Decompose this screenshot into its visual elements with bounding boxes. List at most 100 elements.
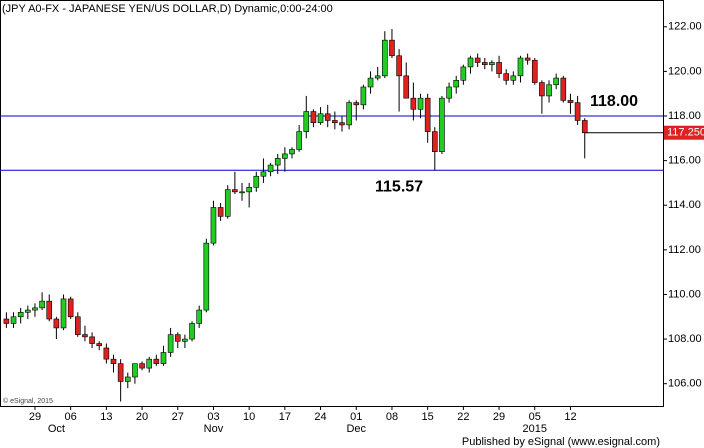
candle-body bbox=[446, 86, 452, 99]
candle-body bbox=[25, 309, 31, 313]
candle-body bbox=[274, 158, 281, 166]
candle-body bbox=[246, 187, 252, 193]
x-tick-label: 10 bbox=[243, 411, 255, 423]
candle-body bbox=[310, 111, 317, 123]
last-price-label: 117.250 bbox=[667, 127, 704, 139]
candle-body bbox=[139, 363, 145, 369]
candle-body bbox=[282, 153, 288, 159]
candle-body bbox=[267, 164, 274, 173]
candle-body bbox=[182, 338, 188, 342]
level-label: 115.57 bbox=[375, 178, 423, 195]
candle-body bbox=[346, 102, 352, 126]
candle-body bbox=[296, 131, 302, 150]
month-label: Oct bbox=[48, 423, 65, 435]
candle-body bbox=[46, 300, 53, 320]
candle-body bbox=[239, 191, 245, 194]
candle-body bbox=[317, 113, 324, 123]
x-tick-label: 27 bbox=[172, 411, 184, 423]
candle-body bbox=[539, 82, 545, 97]
y-tick-label: 122.00 bbox=[668, 21, 702, 33]
last-price-box bbox=[664, 125, 704, 140]
candle-body bbox=[553, 77, 559, 86]
candle-body bbox=[503, 73, 510, 81]
candle-body bbox=[39, 300, 45, 309]
candle-body bbox=[160, 352, 167, 364]
candle-body bbox=[203, 242, 210, 311]
y-tick-label: 110.00 bbox=[668, 288, 701, 300]
candle-body bbox=[382, 39, 388, 77]
level-label: 118.00 bbox=[590, 93, 638, 110]
candle-body bbox=[3, 318, 10, 324]
watermark: © eSignal, 2015 bbox=[3, 397, 53, 405]
candle-body bbox=[467, 57, 474, 68]
candle-body bbox=[546, 84, 552, 97]
candle-body bbox=[196, 309, 202, 324]
candle-body bbox=[453, 80, 460, 88]
y-tick-label: 106.00 bbox=[668, 378, 702, 390]
candle-body bbox=[96, 343, 103, 347]
candle-body bbox=[75, 316, 81, 335]
candle-body bbox=[210, 207, 217, 244]
candle-body bbox=[367, 77, 374, 88]
x-tick-label: 29 bbox=[29, 411, 41, 423]
y-tick-label: 114.00 bbox=[668, 199, 701, 211]
candle-body bbox=[224, 189, 231, 217]
candle-body bbox=[82, 334, 88, 338]
candle-body bbox=[424, 97, 431, 132]
x-tick-label: 15 bbox=[422, 411, 434, 423]
candle-body bbox=[124, 376, 131, 382]
candle-body bbox=[481, 62, 488, 65]
candle-body bbox=[560, 77, 567, 101]
candle-body bbox=[289, 149, 295, 155]
candle-body bbox=[460, 66, 467, 81]
candle-body bbox=[110, 358, 117, 364]
candle-body bbox=[117, 363, 124, 382]
candle-body bbox=[574, 102, 581, 121]
candle-body bbox=[489, 62, 495, 65]
candle-body bbox=[146, 358, 152, 369]
y-tick-label: 116.00 bbox=[668, 155, 701, 167]
candle-body bbox=[567, 100, 574, 103]
candle-body bbox=[153, 358, 160, 364]
candle-body bbox=[439, 97, 445, 152]
candle-body bbox=[374, 75, 381, 79]
candle-body bbox=[53, 318, 60, 329]
x-tick-label: 13 bbox=[100, 411, 112, 423]
candle-body bbox=[174, 334, 181, 342]
candle-body bbox=[232, 189, 238, 193]
candle-body bbox=[103, 347, 110, 360]
candle-body bbox=[410, 97, 417, 110]
chart-title: (JPY A0-FX - JAPANESE YEN/US DOLLAR,D) D… bbox=[2, 3, 333, 15]
month-label: Nov bbox=[204, 423, 224, 435]
candle-body bbox=[324, 113, 331, 121]
candle-body bbox=[189, 323, 195, 340]
candle-body bbox=[332, 120, 338, 123]
x-tick-label: 05 bbox=[529, 411, 541, 423]
candle-body bbox=[517, 57, 524, 77]
x-tick-label: 01 bbox=[350, 411, 362, 423]
candle-body bbox=[524, 57, 531, 61]
candle-body bbox=[581, 120, 588, 134]
candle-body bbox=[17, 312, 24, 318]
candle-body bbox=[496, 62, 502, 74]
y-tick-label: 112.00 bbox=[668, 244, 701, 256]
x-tick-label: 20 bbox=[136, 411, 148, 423]
y-tick-label: 120.00 bbox=[668, 65, 702, 77]
candle-body bbox=[60, 298, 67, 329]
candle-body bbox=[10, 316, 17, 324]
candle-body bbox=[303, 111, 310, 132]
month-label: Dec bbox=[346, 423, 366, 435]
candle-body bbox=[531, 59, 538, 83]
candle-body bbox=[396, 55, 402, 77]
candle-body bbox=[474, 57, 481, 63]
candle-body bbox=[67, 298, 74, 318]
candle-body bbox=[260, 171, 267, 177]
x-tick-label: 12 bbox=[564, 411, 576, 423]
candle-body bbox=[353, 102, 360, 106]
candle-body bbox=[253, 175, 260, 188]
candle-body bbox=[89, 336, 95, 344]
x-tick-label: 17 bbox=[279, 411, 291, 423]
candle-body bbox=[360, 86, 367, 106]
